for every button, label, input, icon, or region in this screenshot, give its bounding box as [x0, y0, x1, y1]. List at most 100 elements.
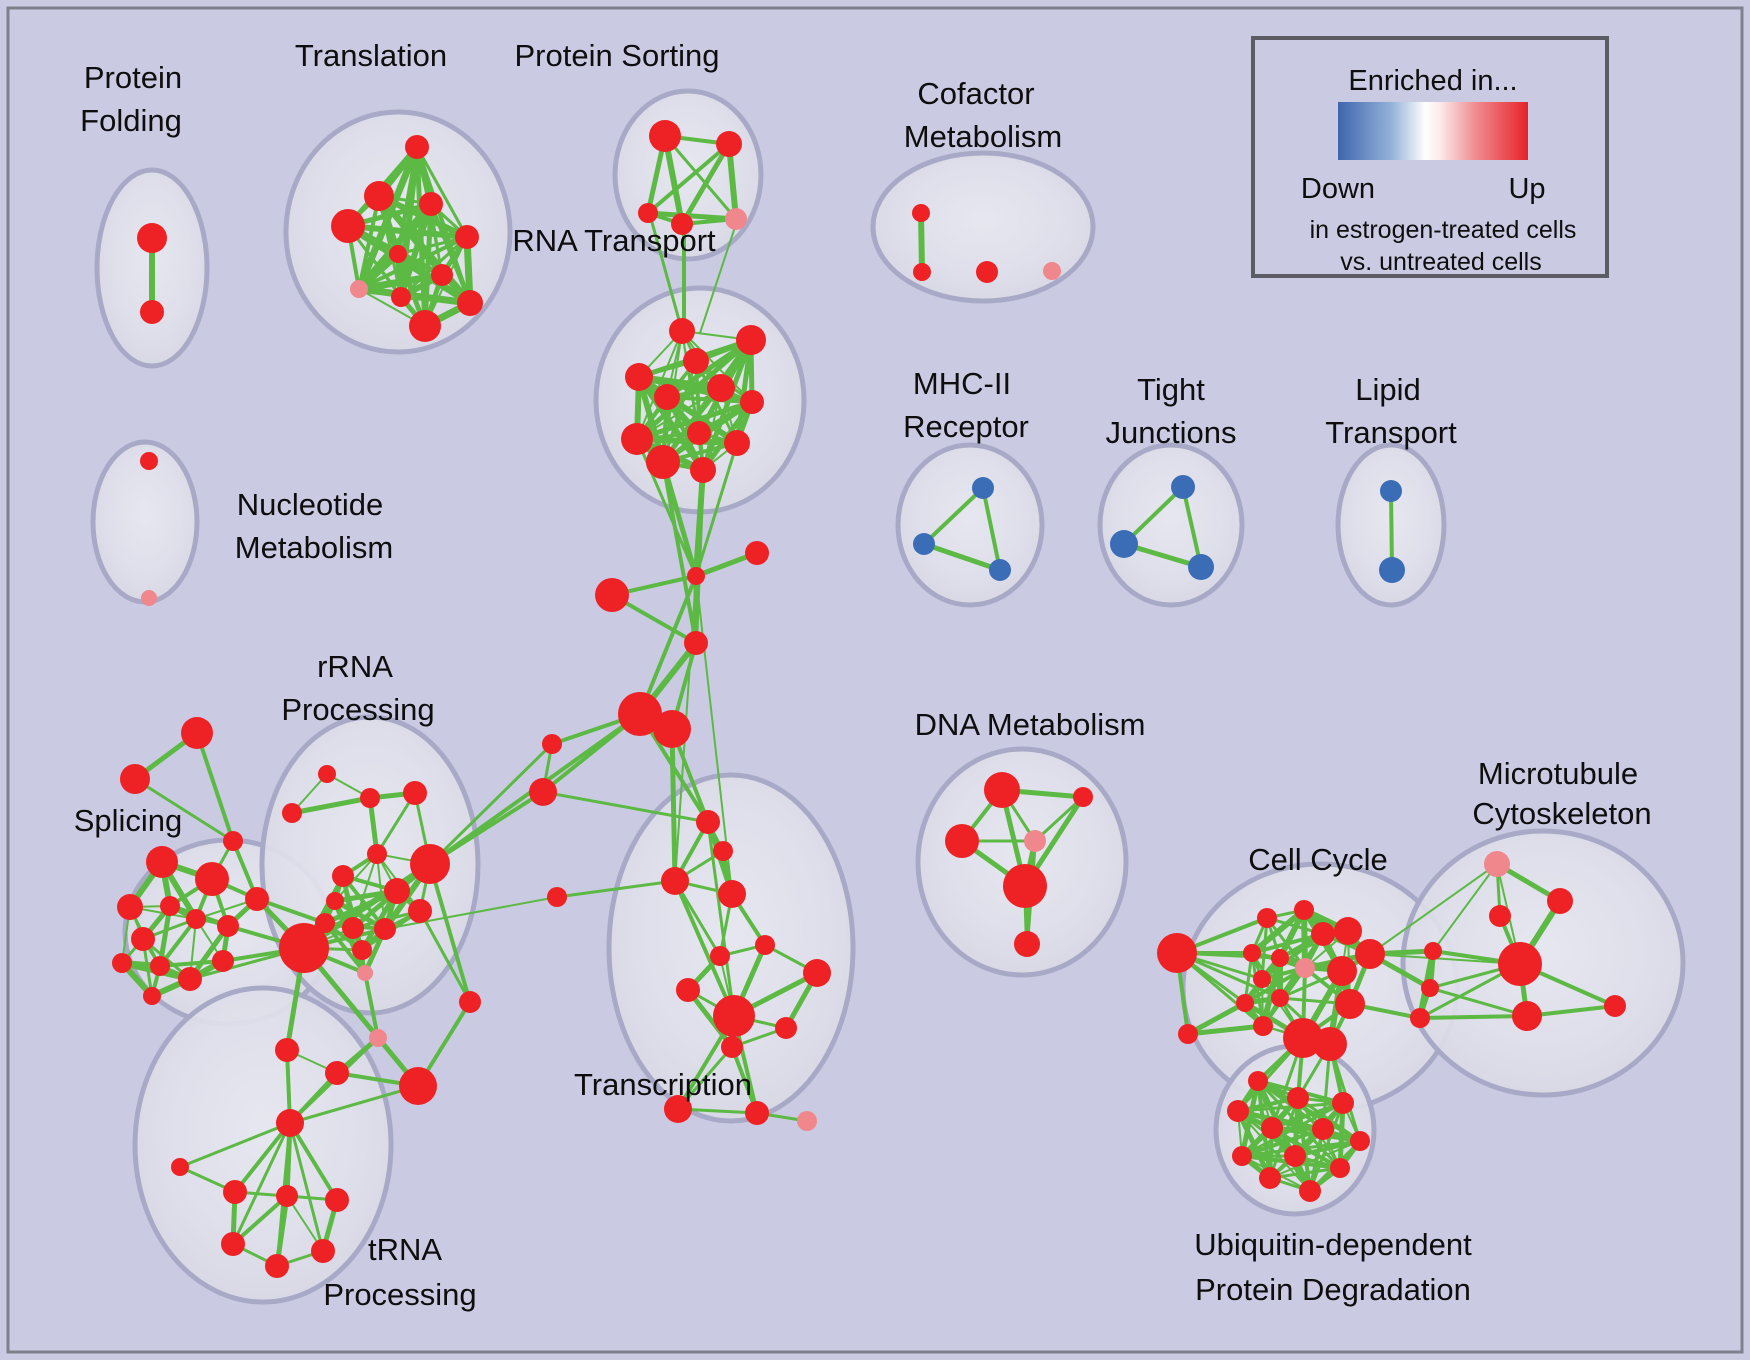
edge — [133, 777, 235, 843]
node — [595, 578, 629, 612]
node — [364, 181, 394, 211]
node — [389, 245, 407, 263]
edge — [288, 1121, 325, 1253]
node — [326, 892, 344, 910]
node — [684, 631, 708, 655]
edge — [334, 853, 378, 902]
edge — [1418, 1014, 1529, 1020]
node — [1253, 1016, 1273, 1036]
node — [369, 1029, 387, 1047]
edge — [699, 220, 738, 334]
edge — [669, 726, 678, 884]
edge — [706, 820, 736, 1018]
node — [1312, 1118, 1334, 1140]
node — [1355, 939, 1385, 969]
node — [360, 788, 380, 808]
cluster-ellipse-microtubule-cytoskeleton — [1400, 828, 1686, 1098]
node — [1313, 1027, 1347, 1061]
node — [912, 204, 930, 222]
node — [117, 894, 143, 920]
cluster-label-cell-cycle: Cell Cycle — [1248, 842, 1388, 877]
cluster-label-microtubule-cytoskeleton: Microtubule — [1478, 756, 1638, 791]
node — [1271, 949, 1289, 967]
node — [1287, 1087, 1309, 1109]
cluster-label-tight-junctions: Tight — [1137, 372, 1205, 407]
node — [342, 917, 364, 939]
cluster-ellipse-cofactor-metabolism — [870, 150, 1096, 304]
edge — [648, 213, 684, 333]
cluster-label-nucleotide-metabolism: Metabolism — [235, 530, 394, 565]
node — [972, 477, 994, 499]
node — [1271, 989, 1289, 1007]
cluster-label-cofactor-metabolism: Metabolism — [904, 119, 1063, 154]
node — [315, 913, 335, 933]
cluster-label-transcription: Transcription — [574, 1067, 752, 1102]
legend: Enriched in... Down Up in estrogen-treat… — [1251, 36, 1609, 278]
node — [1110, 530, 1138, 558]
edge — [695, 575, 733, 895]
edge — [555, 879, 677, 899]
node — [120, 764, 150, 794]
edge — [918, 210, 925, 275]
node — [913, 263, 931, 281]
node — [1243, 944, 1261, 962]
cluster-label-protein-sorting: Protein Sorting — [514, 38, 719, 73]
node — [1379, 557, 1405, 583]
edge — [288, 1121, 339, 1202]
node — [1259, 1167, 1281, 1189]
node — [621, 423, 653, 455]
node — [707, 374, 735, 402]
node — [282, 803, 302, 823]
node — [649, 120, 681, 152]
cluster-label-rrna-processing: Processing — [281, 692, 434, 727]
edge — [634, 399, 755, 442]
node — [646, 445, 680, 479]
node — [1284, 1145, 1306, 1167]
legend-gradient-bar — [1338, 102, 1528, 160]
node — [457, 290, 483, 316]
edge — [415, 145, 469, 239]
node — [664, 1095, 692, 1123]
cluster-label-dna-metabolism: DNA Metabolism — [915, 707, 1146, 742]
node — [399, 1067, 437, 1105]
node — [140, 300, 164, 324]
node — [212, 950, 234, 972]
node — [403, 781, 427, 805]
edge — [981, 486, 1002, 572]
edge — [679, 141, 732, 227]
node — [1332, 1092, 1354, 1114]
node — [1334, 917, 1362, 945]
legend-caption-line2: vs. untreated cells — [1340, 248, 1542, 276]
node — [671, 213, 693, 235]
node — [350, 280, 368, 298]
edge — [646, 142, 731, 215]
node — [718, 880, 746, 908]
node — [1335, 989, 1365, 1019]
node — [1489, 905, 1511, 927]
node — [408, 899, 432, 923]
legend-title: Enriched in... — [1348, 65, 1517, 97]
node — [945, 824, 979, 858]
edge — [634, 436, 740, 446]
node — [276, 1109, 304, 1137]
node — [410, 844, 450, 884]
node — [725, 208, 747, 230]
edge — [178, 1121, 292, 1169]
node — [1295, 958, 1315, 978]
edge — [1249, 907, 1307, 956]
figure-border — [6, 6, 1744, 1354]
cluster-label-ubiquitin-degradation: Ubiquitin-dependent — [1194, 1227, 1472, 1262]
node — [352, 940, 372, 960]
node — [146, 846, 178, 878]
cluster-label-translation: Translation — [295, 38, 447, 73]
cluster-label-protein-folding: Protein — [84, 60, 182, 95]
node — [217, 915, 239, 937]
edge — [1428, 986, 1529, 1018]
cluster-label-tight-junctions: Junctions — [1106, 415, 1237, 450]
node — [547, 887, 567, 907]
node — [669, 318, 695, 344]
node — [1232, 1146, 1252, 1166]
node — [797, 1111, 817, 1131]
edge — [255, 897, 327, 925]
node — [690, 457, 716, 483]
